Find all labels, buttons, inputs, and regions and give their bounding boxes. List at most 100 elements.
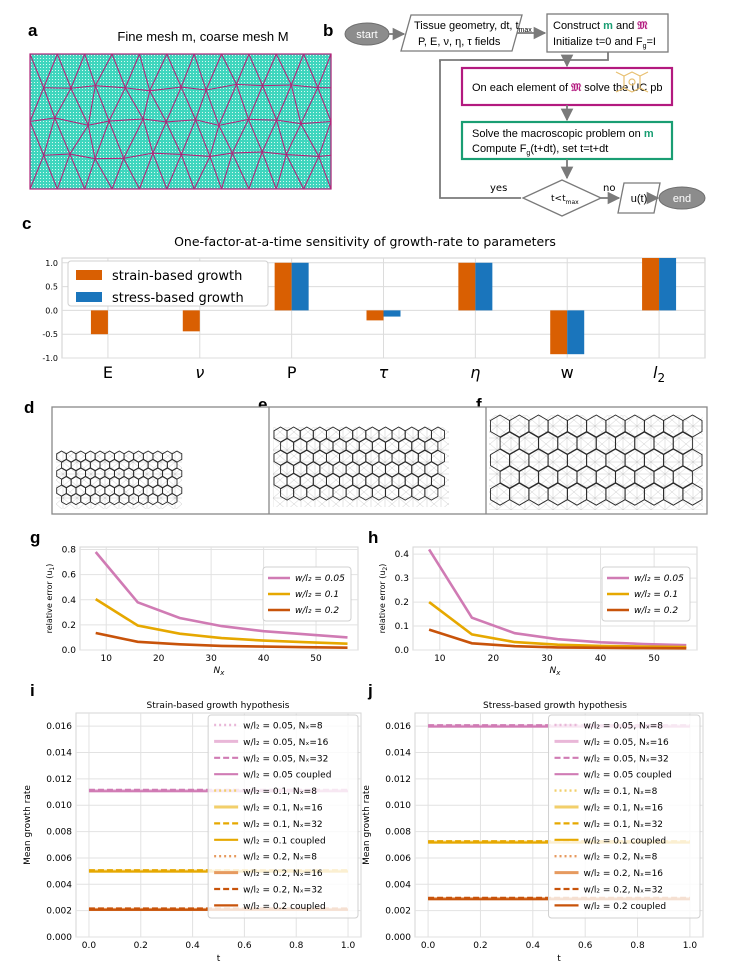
x-tick-label: E — [103, 363, 113, 382]
x-tick-label: ν — [195, 363, 204, 382]
legend-label: w/l₂ = 0.2, Nₓ=32 — [243, 886, 323, 896]
legend-label: w/l₂ = 0.2, Nₓ=32 — [584, 886, 664, 896]
tissue-cell — [424, 484, 439, 501]
output-label: u(t) — [631, 193, 648, 205]
y-tick-label: 0.006 — [385, 854, 411, 864]
end-label: end — [673, 193, 691, 205]
panel-label-d: d — [24, 398, 34, 417]
legend-swatch — [76, 292, 102, 302]
x-tick-label: 0.8 — [630, 941, 645, 951]
mesh-edge — [180, 53, 195, 88]
mesh-edge — [286, 153, 319, 157]
mesh-edge — [195, 119, 220, 126]
mesh-edge — [87, 125, 96, 159]
mesh-edge — [123, 152, 153, 159]
input-line-2: P, E, ν, η, τ fields — [418, 36, 501, 48]
mesh-edge — [143, 118, 167, 123]
legend-label: w/l₂ = 0.2, Nₓ=8 — [243, 853, 317, 863]
mesh-edge — [276, 119, 287, 155]
legend-label: strain-based growth — [112, 269, 242, 284]
y-tick-label: 0.000 — [385, 933, 411, 943]
legend: strain-based growth stress-based growth — [67, 260, 269, 307]
y-tick-label: 0.006 — [46, 854, 72, 864]
x-tick-label: 0.2 — [134, 941, 148, 951]
x-tick-label: w — [561, 363, 574, 382]
bar — [90, 310, 108, 335]
decision-label: t<tmax — [551, 194, 579, 206]
series-line — [428, 628, 687, 650]
y-tick-label: 0.4 — [62, 596, 77, 606]
mesh-edge — [69, 153, 86, 190]
mesh-edge — [290, 84, 302, 124]
yes-label: yes — [490, 183, 507, 194]
mesh-edge — [69, 124, 89, 155]
bar — [458, 262, 476, 311]
series-line — [427, 548, 687, 647]
x-tick-label: 1.0 — [683, 941, 698, 951]
panel-label-f: f — [476, 395, 482, 414]
init-box — [546, 13, 669, 53]
x-tick-label: 0.0 — [82, 941, 97, 951]
bar — [642, 258, 660, 311]
mesh-edge — [152, 152, 168, 190]
legend-label: w/l₂ = 0.1, Nₓ=8 — [584, 787, 658, 797]
legend-label: w/l₂ = 0.1 coupled — [584, 836, 667, 846]
series-line — [428, 601, 687, 649]
mesh-edge — [300, 123, 320, 157]
y-tick-label: 0.8 — [62, 546, 77, 556]
x-tick-label: 0.4 — [185, 941, 200, 951]
bar — [475, 262, 493, 311]
mesh-edge — [29, 117, 55, 123]
mesh-edge — [193, 53, 207, 91]
mesh-edge — [94, 120, 110, 159]
legend-label: w/l₂ = 0.05 coupled — [243, 771, 331, 781]
chart-c-title: One-factor-at-a-time sensitivity of grow… — [174, 234, 556, 249]
mesh-title: Fine mesh m, coarse mesh M — [117, 29, 288, 44]
mesh-edge — [290, 53, 305, 86]
panel-label-e: e — [258, 395, 267, 414]
mesh-edge — [235, 53, 250, 85]
mesh-edge — [275, 154, 287, 190]
tissue-cell — [672, 431, 693, 455]
mesh-edge — [235, 84, 249, 120]
y-tick-label: 0.002 — [46, 907, 72, 917]
y-tick-label: 0.4 — [395, 550, 410, 560]
mesh-edge — [29, 155, 45, 190]
legend-label: w/l₂ = 0.2, Nₓ=16 — [243, 869, 323, 879]
y-tick-label: 0.014 — [46, 749, 72, 759]
y-tick-label: 0.008 — [46, 828, 72, 838]
y-tick-label: 0.010 — [385, 801, 411, 811]
mesh-edge — [276, 119, 301, 125]
chart-g: 10 20 30 40 50 0.0 0.2 0.4 0.6 0.8 Nx relative erro… — [45, 546, 359, 677]
mesh-edge — [180, 86, 197, 120]
mesh-edge — [123, 118, 144, 159]
legend-frame — [601, 566, 691, 622]
mesh-figure — [29, 53, 332, 190]
mesh-edge — [70, 85, 96, 89]
y-tick-label: -0.5 — [42, 330, 58, 339]
legend-label: w/l₂ = 0.1 coupled — [243, 836, 326, 846]
mesh-edge — [317, 87, 332, 122]
mesh-edge — [231, 119, 249, 154]
x-tick-label: 0.6 — [237, 941, 252, 951]
legend-label: w/l₂ = 0.1, Nₓ=32 — [584, 820, 664, 830]
mesh-edge — [94, 85, 110, 122]
mesh-edge — [166, 53, 182, 88]
bar — [659, 258, 677, 311]
mesh-edge — [205, 89, 220, 126]
mesh-edge — [195, 119, 211, 157]
mesh-edge — [232, 151, 263, 154]
mesh-edge — [248, 118, 277, 121]
x-tick-label: 50 — [310, 654, 322, 664]
legend-swatch — [76, 270, 102, 280]
x-tick-label: τ — [379, 363, 389, 382]
x-tick-label: 0.2 — [473, 941, 487, 951]
y-tick-label: 0.004 — [46, 880, 72, 890]
series-line — [94, 551, 348, 639]
mesh-edge — [205, 53, 223, 91]
mesh-edge — [303, 156, 320, 190]
mesh-edge — [248, 53, 264, 86]
y-tick-label: 0.014 — [385, 749, 411, 759]
legend-label: w/l₂ = 0.05, Nₓ=16 — [584, 738, 670, 748]
mesh-edge — [124, 53, 140, 89]
